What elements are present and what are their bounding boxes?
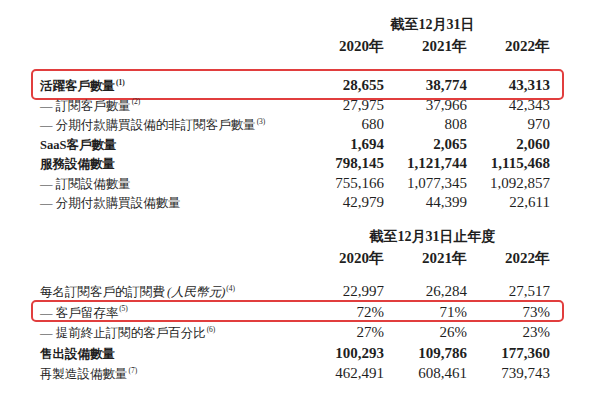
metric-label: 售出設備數量 <box>40 344 301 365</box>
metric-value: 27% <box>301 322 384 343</box>
metric-value: 1,694 <box>301 135 384 155</box>
year-column-header: 2022年 <box>467 251 550 266</box>
metric-value: 739,743 <box>467 363 550 384</box>
metric-value: 22,611 <box>467 193 550 213</box>
table-rows: 每名訂閱客戶的訂閱費(人民幣元)(4)22,99726,28427,517— 客… <box>40 281 550 384</box>
metric-row: — 分期付款購買設備數量42,97944,39922,611 <box>40 193 550 213</box>
metric-value: 2,065 <box>384 135 467 155</box>
metric-value: 109,786 <box>384 343 467 364</box>
metric-row-highlighted: — 客戶留存率(5)72%71%73% <box>40 302 550 323</box>
metric-label: — 訂閱設備數量 <box>40 175 301 195</box>
metric-label: — 提前終止訂閱的客戶百分比(6) <box>40 323 301 344</box>
metric-value: 1,077,345 <box>384 174 467 194</box>
metric-value: 38,774 <box>384 76 467 96</box>
metric-label: — 分期付款購買設備數量 <box>40 194 301 214</box>
period-header-row: 截至12月31日 <box>40 17 550 32</box>
metric-label: 再製造設備數量(7) <box>40 364 301 385</box>
customers-devices-table: 截至12月31日 2020年2021年2022年 活躍客戶數量(1)28,655… <box>40 17 550 213</box>
metric-value: 22,997 <box>301 281 384 302</box>
metric-value: 26% <box>384 322 467 343</box>
metric-value: 462,491 <box>301 363 384 384</box>
period-header-row: 截至12月31日止年度 <box>40 229 550 244</box>
metric-value: 28,655 <box>301 76 384 96</box>
metric-value: 970 <box>467 115 550 135</box>
year-column-header: 2021年 <box>384 251 467 266</box>
metric-value: 42,979 <box>301 193 384 213</box>
period-header: 截至12月31日 <box>301 17 550 32</box>
metric-value: 100,293 <box>301 343 384 364</box>
period-header: 截至12月31日止年度 <box>301 229 550 244</box>
metric-value: 608,461 <box>384 363 467 384</box>
financial-report-page: 截至12月31日 2020年2021年2022年 活躍客戶數量(1)28,655… <box>0 0 600 400</box>
metric-value: 71% <box>384 302 467 323</box>
metric-label-note: (人民幣元) <box>167 285 225 299</box>
metric-label: — 訂閱客戶數量(2) <box>40 97 301 117</box>
metric-label: 活躍客戶數量(1) <box>40 77 301 97</box>
metric-value: 23% <box>467 322 550 343</box>
metric-value: 42,343 <box>467 96 550 116</box>
metric-row-highlighted: 活躍客戶數量(1)28,65538,77443,313 <box>40 76 550 96</box>
footnote-ref: (7) <box>129 366 138 375</box>
metric-value: 177,360 <box>467 343 550 364</box>
metric-value: 1,092,857 <box>467 174 550 194</box>
metric-value: 1,121,744 <box>384 154 467 174</box>
metric-row: SaaS客戶數量1,6942,0652,060 <box>40 135 550 155</box>
metric-value: 73% <box>467 302 550 323</box>
metric-value: 680 <box>301 115 384 135</box>
metric-value: 26,284 <box>384 281 467 302</box>
metric-value: 2,060 <box>467 135 550 155</box>
metric-label: 服務設備數量 <box>40 155 301 175</box>
year-column-header: 2022年 <box>467 39 550 54</box>
footnote-ref: (1) <box>116 78 125 87</box>
metric-value: 808 <box>384 115 467 135</box>
metric-row: — 提前終止訂閱的客戶百分比(6)27%26%23% <box>40 322 550 343</box>
metric-label: — 客戶留存率(5) <box>40 303 301 324</box>
metric-row: — 訂閱設備數量755,1661,077,3451,092,857 <box>40 174 550 194</box>
metric-row: 服務設備數量798,1451,121,7441,115,468 <box>40 154 550 174</box>
footnote-ref: (2) <box>132 97 141 106</box>
metric-row: 再製造設備數量(7)462,491608,461739,743 <box>40 363 550 384</box>
year-column-header: 2020年 <box>301 251 384 266</box>
metric-row: 售出設備數量100,293109,786177,360 <box>40 343 550 364</box>
metric-row: — 分期付款購買設備的非訂閱客戶數量(3)680808970 <box>40 115 550 135</box>
metric-value: 37,966 <box>384 96 467 116</box>
table-rows: 活躍客戶數量(1)28,65538,77443,313— 訂閱客戶數量(2)27… <box>40 76 550 213</box>
metric-label: — 分期付款購買設備的非訂閱客戶數量(3) <box>40 116 301 136</box>
year-column-header: 2021年 <box>384 39 467 54</box>
metric-value: 43,313 <box>467 76 550 96</box>
year-column-header: 2020年 <box>301 39 384 54</box>
metric-value: 27,975 <box>301 96 384 116</box>
footnote-ref: (4) <box>226 284 235 293</box>
metric-value: 72% <box>301 302 384 323</box>
metric-value: 755,166 <box>301 174 384 194</box>
footnote-ref: (5) <box>119 304 128 313</box>
metric-value: 1,115,468 <box>467 154 550 174</box>
metric-value: 44,399 <box>384 193 467 213</box>
metric-value: 798,145 <box>301 154 384 174</box>
footnote-ref: (6) <box>207 325 216 334</box>
metric-value: 27,517 <box>467 281 550 302</box>
metric-row: — 訂閱客戶數量(2)27,97537,96642,343 <box>40 96 550 116</box>
year-header-row: 2020年2021年2022年 <box>40 251 550 266</box>
metric-row: 每名訂閱客戶的訂閱費(人民幣元)(4)22,99726,28427,517 <box>40 281 550 302</box>
year-header-row: 2020年2021年2022年 <box>40 39 550 54</box>
metric-label: SaaS客戶數量 <box>40 136 301 156</box>
footnote-ref: (3) <box>257 117 266 126</box>
subscription-metrics-table: 截至12月31日止年度 2020年2021年2022年 每名訂閱客戶的訂閱費(人… <box>40 229 550 384</box>
